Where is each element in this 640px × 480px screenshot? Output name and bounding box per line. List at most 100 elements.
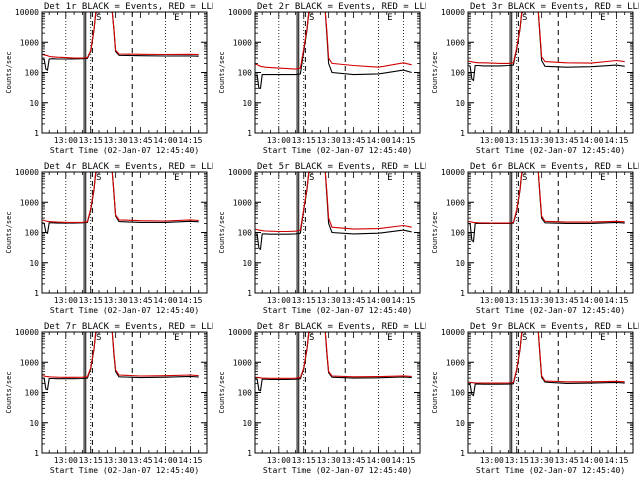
marker-letter-s: S [96, 13, 101, 23]
series-lld-line [255, 12, 412, 70]
x-tick-label: 13:30 [317, 136, 341, 145]
y-tick-label: 1000 [233, 38, 252, 47]
y-tick-label: 100 [451, 389, 466, 398]
series-lld-line [42, 332, 199, 378]
y-tick-label: 10 [29, 419, 39, 428]
y-axis-label: Counts/sec [431, 51, 439, 93]
y-tick-label: 1 [247, 289, 252, 298]
x-axis-label: Start Time (02-Jan-07 12:45:40) [263, 146, 412, 155]
x-tick-label: 13:15 [79, 136, 103, 145]
marker-letter-e: E [387, 173, 392, 183]
y-tick-label: 10000 [441, 168, 465, 177]
y-tick-label: 10 [29, 99, 39, 108]
marker-letter-e: E [387, 13, 392, 23]
plot-frame [41, 11, 208, 134]
plot-frame [254, 331, 421, 454]
marker-letter-s: S [309, 13, 314, 23]
y-tick-label: 100 [238, 229, 253, 238]
x-tick-label: 13:15 [505, 456, 529, 465]
x-tick-label: 14:00 [579, 296, 603, 305]
y-tick-label: 10 [455, 259, 465, 268]
x-tick-label: 13:15 [292, 456, 316, 465]
chart-title: Det 6r BLACK = Events, RED = LLD [470, 162, 639, 172]
y-tick-label: 1000 [233, 358, 252, 367]
x-tick-label: 13:15 [505, 136, 529, 145]
marker-letter-e: E [600, 333, 605, 343]
x-tick-label: 14:15 [178, 136, 202, 145]
y-axis-label: Counts/sec [218, 51, 226, 93]
x-tick-label: 13:30 [104, 456, 128, 465]
x-tick-label: 14:00 [153, 136, 177, 145]
x-tick-label: 14:15 [604, 456, 628, 465]
chart-title: Det 2r BLACK = Events, RED = LLD [257, 2, 426, 12]
x-tick-label: 14:15 [178, 296, 202, 305]
x-tick-label: 14:15 [391, 296, 415, 305]
chart-title: Det 7r BLACK = Events, RED = LLD [44, 322, 213, 332]
series-events-line [255, 172, 412, 251]
y-tick-label: 1000 [446, 38, 465, 47]
y-tick-label: 10 [455, 99, 465, 108]
series-lld-line [468, 12, 625, 64]
x-tick-label: 13:00 [267, 456, 291, 465]
chart-title: Det 9r BLACK = Events, RED = LLD [470, 322, 639, 332]
marker-letter-e: E [174, 13, 179, 23]
y-tick-label: 10 [242, 419, 252, 428]
x-tick-label: 13:45 [129, 456, 153, 465]
x-axis-label: Start Time (02-Jan-07 12:45:40) [476, 306, 625, 315]
x-tick-label: 13:30 [317, 456, 341, 465]
y-axis-label: Counts/sec [218, 371, 226, 413]
marker-letter-e: E [600, 13, 605, 23]
x-axis-label: Start Time (02-Jan-07 12:45:40) [50, 466, 199, 475]
x-tick-label: 14:00 [579, 456, 603, 465]
x-tick-label: 14:00 [366, 136, 390, 145]
marker-letter-s: S [522, 173, 527, 183]
series-lld-line [42, 12, 199, 59]
y-axis-label: Counts/sec [431, 211, 439, 253]
plot-frame [467, 11, 634, 134]
plot-frame [467, 171, 634, 294]
marker-letter-s: S [96, 173, 101, 183]
x-tick-label: 13:45 [129, 296, 153, 305]
series-lld-line [468, 172, 625, 224]
x-tick-label: 13:30 [530, 296, 554, 305]
y-tick-label: 1 [460, 449, 465, 458]
x-axis-label: Start Time (02-Jan-07 12:45:40) [476, 466, 625, 475]
y-tick-label: 10 [455, 419, 465, 428]
plot-frame [41, 171, 208, 294]
x-tick-label: 13:45 [342, 456, 366, 465]
y-tick-label: 100 [25, 69, 40, 78]
x-tick-label: 13:15 [505, 296, 529, 305]
plot-frame [467, 331, 634, 454]
x-tick-label: 13:45 [342, 136, 366, 145]
y-tick-label: 10000 [15, 8, 39, 17]
x-tick-label: 13:00 [54, 456, 78, 465]
x-tick-label: 13:00 [267, 296, 291, 305]
y-tick-label: 1 [247, 449, 252, 458]
series-lld-line [255, 332, 412, 379]
plot-frame [41, 331, 208, 454]
marker-letter-e: E [600, 173, 605, 183]
x-tick-label: 13:30 [104, 296, 128, 305]
y-tick-label: 10 [242, 99, 252, 108]
x-tick-label: 13:00 [54, 296, 78, 305]
marker-letter-s: S [522, 333, 527, 343]
x-axis-label: Start Time (02-Jan-07 12:45:40) [50, 146, 199, 155]
chart-title: Det 3r BLACK = Events, RED = LLD [470, 2, 639, 12]
y-tick-label: 1 [34, 129, 39, 138]
y-tick-label: 100 [238, 389, 253, 398]
x-tick-label: 14:00 [153, 456, 177, 465]
x-tick-label: 13:00 [480, 456, 504, 465]
marker-letter-s: S [522, 13, 527, 23]
chart-title: Det 8r BLACK = Events, RED = LLD [257, 322, 426, 332]
x-tick-label: 14:15 [604, 136, 628, 145]
chart-title: Det 1r BLACK = Events, RED = LLD [44, 2, 213, 12]
series-lld-line [255, 172, 412, 233]
series-lld-line [42, 172, 199, 223]
